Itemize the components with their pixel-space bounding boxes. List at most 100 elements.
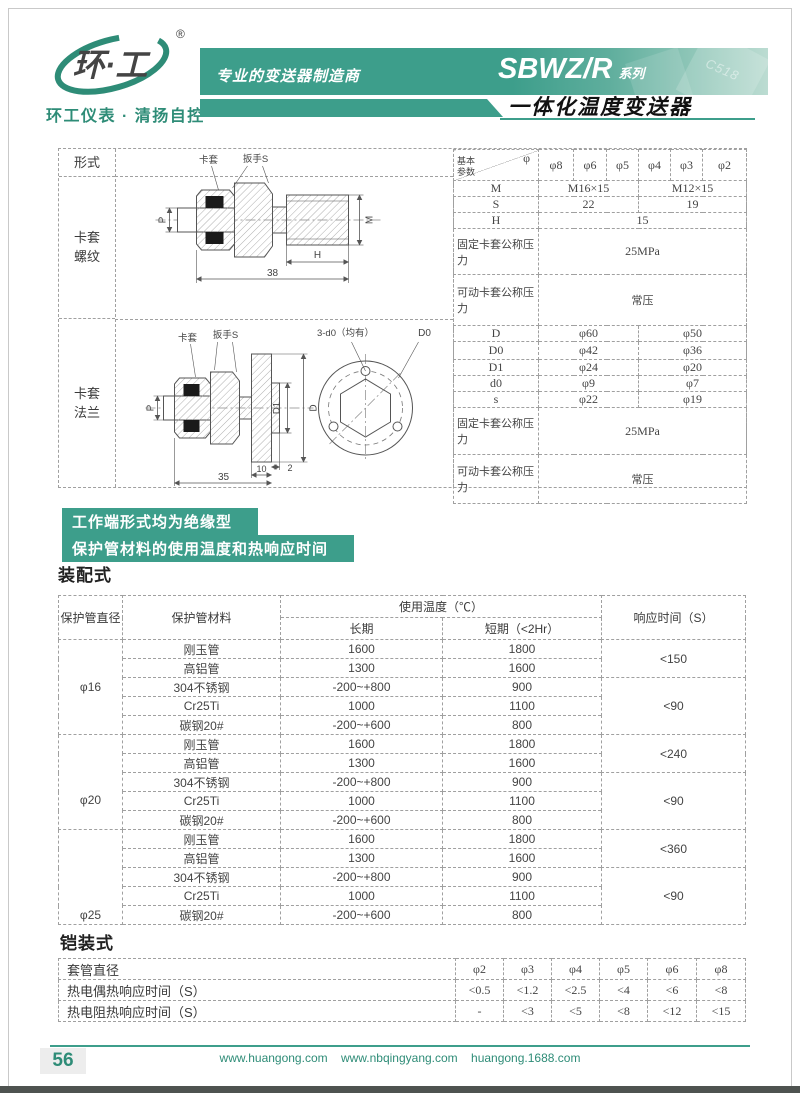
temp-short-cell: 1800	[441, 734, 603, 754]
banner-insulated-type: 工作端形式均为绝缘型	[62, 508, 259, 535]
banner-tagline: 专业的变送器制造商	[216, 68, 361, 85]
col-header: φ5	[606, 149, 639, 181]
table-row: 热电阻热响应时间（S） - <3 <5 <8 <12 <15	[58, 1000, 746, 1022]
value-cell: <2.5	[551, 979, 600, 1001]
page-bottom-bar	[0, 1086, 800, 1093]
assembly-table: 保护管直径 保护管材料 使用温度（℃） 响应时间（S） 长期 短期（<2Hr） …	[58, 595, 747, 925]
temp-short-cell: 1800	[441, 829, 603, 849]
value-cell: φ50	[638, 325, 747, 342]
table-row: φ 基本 参数 φ8 φ6 φ5 φ4 φ3 φ2	[453, 149, 747, 181]
assembly-title: 装配式	[58, 566, 112, 585]
material-cell: 碳钢20#	[122, 715, 281, 735]
clamp-flange-drawing: P D1 D 2 10 35 卡套 扳手S	[145, 327, 431, 486]
dim-label-d: D	[309, 404, 320, 411]
row-label: d0	[453, 375, 539, 392]
value-cell: <8	[599, 1000, 648, 1022]
table-row: 碳钢20# -200~+600 800	[59, 905, 746, 925]
dim-label-10: 10	[256, 464, 266, 474]
table-row: 固定卡套公称压力 25MPa	[453, 228, 747, 275]
header-short-term: 短期（<2Hr）	[441, 617, 603, 640]
table-row: φ20 刚玉管 1600 1800 <240	[58, 734, 747, 830]
table-row: M M16×15 M12×15	[453, 180, 747, 197]
temp-long-cell: 1600	[280, 639, 443, 659]
diameter-cell: φ20	[58, 734, 123, 830]
temp-short-cell: 900	[441, 772, 603, 792]
product-title: 一体化温度变送器	[508, 96, 692, 119]
value-cell: 19	[638, 196, 747, 213]
value-cell: φ24	[538, 359, 639, 376]
diameter-cell: φ3	[503, 958, 552, 980]
drawings-area: P M H 38 卡套 扳手S	[115, 149, 454, 487]
company-logo: 环·工 ®	[54, 27, 185, 95]
series-name: SBWZ/R	[498, 53, 613, 85]
material-cell: 刚玉管	[122, 829, 281, 849]
dim-label-d1: D1	[272, 402, 283, 414]
diameter-cell: φ2	[455, 958, 504, 980]
material-cell: 304不锈钢	[122, 867, 281, 887]
temp-short-cell: 900	[441, 677, 603, 697]
diameter-cell: φ4	[551, 958, 600, 980]
temp-long-cell: 1000	[280, 886, 443, 906]
series-title: SBWZ/R 系列	[498, 53, 644, 86]
row-label: 可动卡套公称压力	[453, 274, 539, 326]
temp-long-cell: 1300	[280, 658, 443, 678]
spec-left-column: 形式 卡套 螺纹 卡套 法兰	[59, 149, 116, 487]
material-cell: 刚玉管	[122, 639, 281, 659]
row-label: D1	[453, 359, 539, 376]
diameter-cell: φ5	[599, 958, 648, 980]
value-cell: φ9	[538, 375, 639, 392]
spec-table-area: 形式 卡套 螺纹 卡套 法兰	[58, 148, 747, 504]
temp-short-cell: 1600	[441, 658, 603, 678]
table-row: 304不锈钢 -200~+800 900 <90	[59, 867, 747, 925]
ferrule-label: 卡套	[178, 332, 198, 344]
value-cell: M12×15	[638, 180, 747, 197]
table-row: 套管直径 φ2 φ3 φ4 φ5 φ6 φ8	[58, 958, 746, 980]
header-diameter: 保护管直径	[58, 595, 123, 640]
wrench-label: 扳手S	[243, 153, 268, 165]
temp-short-cell: 1600	[441, 753, 603, 773]
registered-mark: ®	[176, 27, 185, 41]
value-cell: <5	[551, 1000, 600, 1022]
dim-label-h: H	[314, 250, 321, 261]
dim-label-p: P	[146, 404, 157, 411]
temp-short-cell: 800	[441, 715, 603, 735]
table-row: s φ22 φ19	[453, 391, 747, 408]
diameter-cell: φ16	[58, 639, 123, 735]
temp-long-cell: 1600	[280, 829, 443, 849]
table-row: d0 φ9 φ7	[453, 375, 747, 392]
temp-long-cell: -200~+800	[280, 677, 443, 697]
diameter-cell: φ25	[58, 829, 123, 925]
temp-short-cell: 1600	[441, 848, 603, 868]
table-row: 固定卡套公称压力 25MPa	[453, 407, 747, 455]
table-row: Cr25Ti 1000 1100	[59, 886, 746, 906]
divider	[115, 176, 453, 177]
armored-table: 套管直径 φ2 φ3 φ4 φ5 φ6 φ8 热电偶热响应时间（S） <0.5 …	[58, 958, 746, 1022]
temp-short-cell: 1100	[441, 696, 603, 716]
value-cell: φ60	[538, 325, 639, 342]
value-cell: 25MPa	[538, 407, 747, 455]
row-label: 固定卡套公称压力	[453, 228, 539, 275]
response-cell: <360	[601, 829, 747, 868]
value-cell: 22	[538, 196, 639, 213]
value-cell: <15	[696, 1000, 746, 1022]
logo-swoosh-icon	[54, 33, 170, 95]
value-cell: M16×15	[538, 180, 639, 197]
temp-long-cell: -200~+800	[280, 867, 443, 887]
armored-title: 铠装式	[60, 934, 114, 953]
temp-long-cell: 1000	[280, 791, 443, 811]
value-cell: φ7	[638, 375, 747, 392]
dim-label-m: M	[365, 216, 376, 224]
row-label: D	[453, 325, 539, 342]
banner-sub-bar	[200, 99, 503, 117]
diameter-cell: φ6	[647, 958, 697, 980]
temp-short-cell: 1100	[441, 886, 603, 906]
table-header-row: 长期 短期（<2Hr）	[59, 617, 746, 640]
value-cell: φ42	[538, 341, 639, 360]
material-cell: 304不锈钢	[122, 772, 281, 792]
response-cell: <150	[601, 639, 747, 678]
table-row: S 22 19	[453, 196, 747, 213]
value-cell: -	[455, 1000, 504, 1022]
temp-long-cell: -200~+800	[280, 772, 443, 792]
dim-label-2: 2	[288, 463, 293, 473]
value-cell: <4	[599, 979, 648, 1001]
